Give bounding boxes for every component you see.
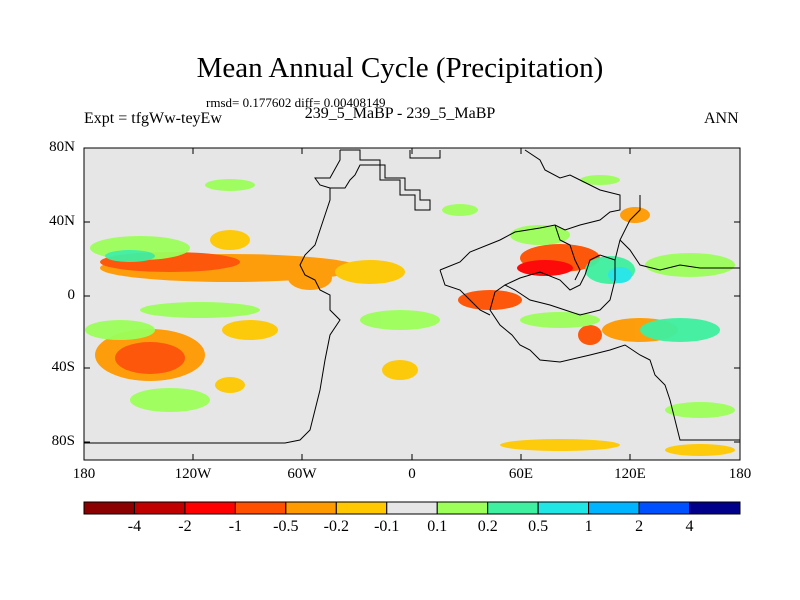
lon-label: 180 xyxy=(72,466,96,482)
blob xyxy=(500,439,620,451)
colorbar-label: 2 xyxy=(635,518,644,535)
lat-label: 80S xyxy=(51,433,75,449)
colorbar-swatch xyxy=(335,501,388,515)
colorbar-swatch xyxy=(83,501,135,515)
colorbar-label: 0.5 xyxy=(528,518,549,535)
lon-label: 120W xyxy=(174,466,212,482)
colorbar-swatch xyxy=(588,501,640,515)
lat-ticks xyxy=(84,147,740,443)
colorbar-label: 1 xyxy=(584,518,593,535)
colorbar-label: -1 xyxy=(228,518,243,535)
blob xyxy=(517,260,573,276)
experiment-label: Expt = tfgWw-teyEw xyxy=(84,110,222,127)
blob xyxy=(105,250,155,262)
blob xyxy=(210,230,250,250)
stats-text: rmsd= 0.177602 diff= 0.00408149 xyxy=(206,95,386,110)
colorbar-swatch xyxy=(133,501,186,515)
lon-label: 120E xyxy=(614,466,646,482)
blob xyxy=(360,310,440,330)
colorbar-swatch xyxy=(184,501,236,515)
lon-label: 60E xyxy=(508,466,534,482)
blob xyxy=(85,320,155,340)
blob xyxy=(665,444,735,456)
colorbar-swatch xyxy=(436,501,489,515)
colorbar-label: -0.2 xyxy=(323,518,349,535)
blob xyxy=(222,320,278,340)
blob xyxy=(665,402,735,418)
lat-label: 80N xyxy=(49,139,75,155)
lat-label: 0 xyxy=(67,287,76,303)
colorbar-label: -4 xyxy=(127,518,142,535)
blob xyxy=(442,204,478,216)
colorbar-label: -2 xyxy=(178,518,192,535)
colorbar-label: 0.2 xyxy=(477,518,498,535)
blob xyxy=(382,360,418,380)
colorbar-label: 0.1 xyxy=(427,518,448,535)
lon-label: 180 xyxy=(728,466,752,482)
colorbar-swatch xyxy=(487,501,539,515)
coastlines xyxy=(84,149,740,444)
blob xyxy=(205,179,255,191)
blob xyxy=(580,175,620,185)
colorbar-label: -0.5 xyxy=(273,518,299,535)
blob xyxy=(520,312,600,328)
blob xyxy=(335,260,405,284)
blob xyxy=(640,318,720,342)
lon-ticks xyxy=(192,148,631,460)
cases-label: 239_5_MaBP - 239_5_MaBP xyxy=(304,105,496,122)
colorbar-swatch xyxy=(234,501,287,515)
blob xyxy=(215,377,245,393)
lat-label: 40S xyxy=(51,359,75,375)
lon-label: 0 xyxy=(408,466,416,482)
lat-label: 40N xyxy=(49,213,75,229)
blob xyxy=(140,302,260,318)
mideast-outline xyxy=(504,224,616,291)
positive-anomalies xyxy=(85,175,735,418)
colorbar xyxy=(83,501,741,515)
colorbar-swatch xyxy=(638,501,691,515)
plot-title: Mean Annual Cycle (Precipitation) xyxy=(196,52,604,84)
colorbar-swatch xyxy=(386,501,438,515)
blob xyxy=(608,267,632,283)
blob xyxy=(130,388,210,412)
colorbar-label: -0.1 xyxy=(374,518,400,535)
lon-label: 60W xyxy=(287,466,317,482)
afro-eurasia-outline xyxy=(439,149,740,441)
season-label: ANN xyxy=(704,110,739,127)
blob xyxy=(645,253,735,277)
blob xyxy=(578,325,602,345)
colorbar-swatch xyxy=(689,501,741,515)
colorbar-label: 4 xyxy=(685,518,694,535)
blob xyxy=(458,290,522,310)
greenland-outline xyxy=(409,150,441,159)
americas-outline xyxy=(84,149,431,444)
colorbar-swatch xyxy=(285,501,337,515)
colorbar-swatch xyxy=(537,501,590,515)
blob xyxy=(115,342,185,374)
